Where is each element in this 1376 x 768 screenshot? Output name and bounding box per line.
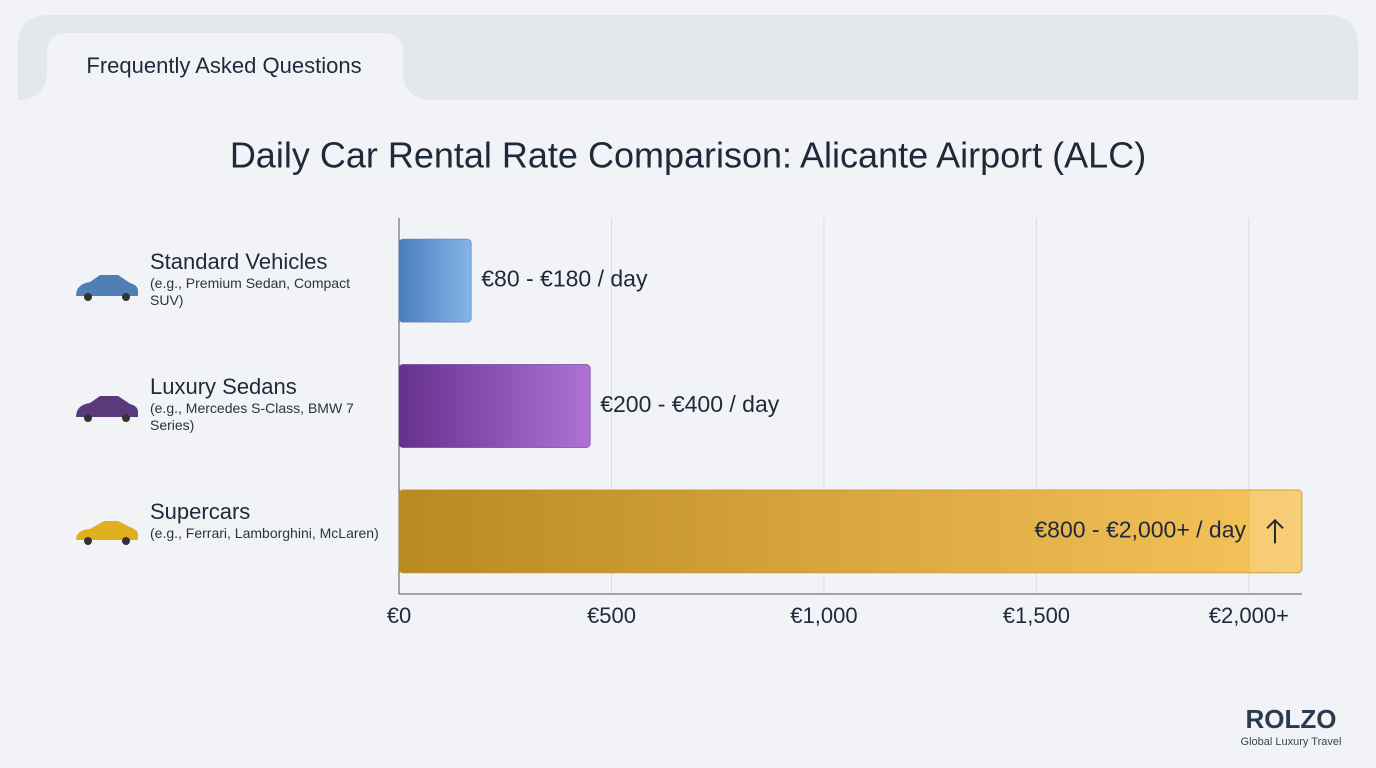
range-label: €800 - €2,000+ / day [1034, 516, 1246, 542]
x-tick-label: €0 [387, 603, 411, 628]
tab-label[interactable]: Frequently Asked Questions [86, 53, 361, 78]
chart-title: Daily Car Rental Rate Comparison: Alican… [230, 135, 1146, 176]
bar [398, 364, 591, 448]
car-icon [76, 275, 138, 301]
x-tick-label: €2,000+ [1209, 603, 1289, 628]
category-label: Luxury Sedans (e.g., Mercedes S-Class, BM… [150, 374, 370, 434]
bar [398, 489, 1303, 574]
bar [398, 238, 472, 323]
category-note: (e.g., Premium Sedan, Compact SUV) [150, 274, 350, 308]
range-label: €200 - €400 / day [600, 391, 780, 417]
x-tick-label: €1,000 [790, 603, 857, 628]
x-tick-label: €500 [587, 603, 636, 628]
brand-name: ROLZO [1246, 704, 1337, 734]
car-icon [76, 521, 138, 545]
up-arrow [1266, 518, 1284, 544]
range-label: €80 - €180 / day [481, 266, 648, 292]
car-icon [76, 396, 138, 422]
active-tab[interactable] [18, 33, 433, 100]
category-note: (e.g., Mercedes S-Class, BMW 7 Series) [150, 400, 354, 433]
category-label: Supercars (e.g., Ferrari, Lamborghini, Mc… [150, 499, 395, 542]
category-name: Supercars [150, 499, 251, 525]
brand-tagline: Global Luxury Travel [1241, 736, 1342, 748]
category-note: (e.g., Ferrari, Lamborghini, McLaren) [150, 525, 379, 542]
category-name: Luxury Sedans [150, 374, 297, 399]
category-name: Standard Vehicles [150, 248, 328, 274]
category-label: Standard Vehicles (e.g., Premium Sedan, C… [150, 249, 370, 309]
x-tick-label: €1,500 [1003, 603, 1070, 628]
